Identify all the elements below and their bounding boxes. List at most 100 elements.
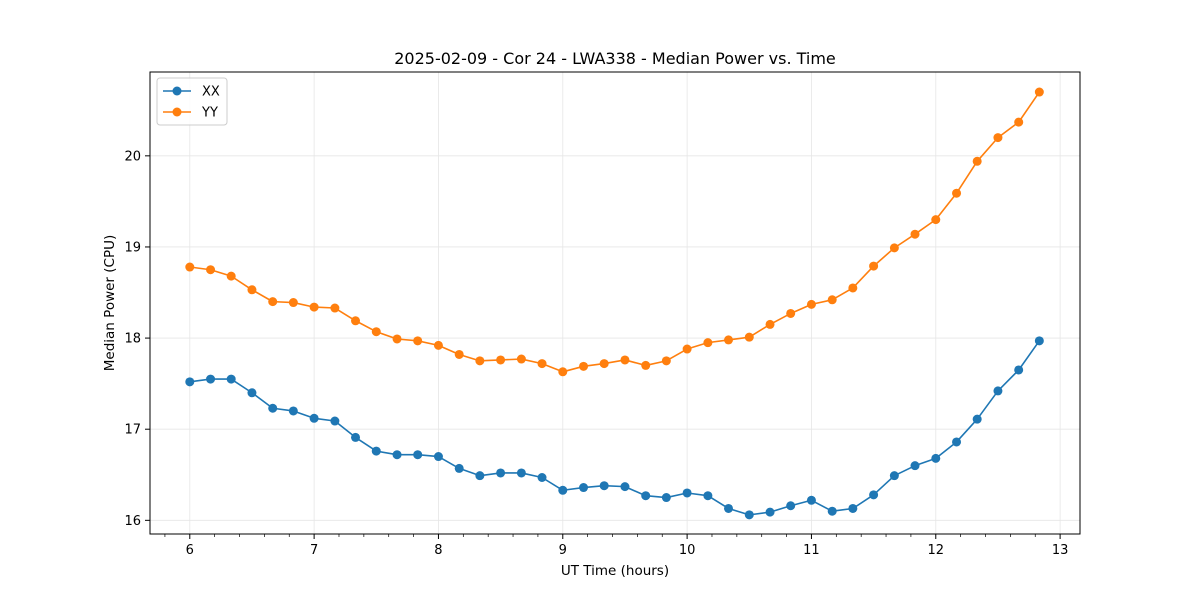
data-point-xx — [579, 483, 589, 493]
data-point-yy — [744, 332, 754, 342]
data-point-xx — [558, 485, 568, 495]
x-tick-label: 6 — [186, 543, 194, 558]
plot-frame — [149, 71, 1081, 535]
data-point-yy — [641, 360, 651, 370]
legend: XX YY — [156, 77, 228, 126]
data-point-yy — [972, 156, 982, 166]
data-point-yy — [1014, 117, 1024, 127]
data-point-xx — [889, 471, 899, 481]
data-point-xx — [993, 386, 1003, 396]
data-point-yy — [206, 265, 216, 275]
data-point-xx — [537, 473, 547, 482]
data-point-xx — [371, 446, 381, 456]
data-point-yy — [952, 188, 962, 198]
x-tick-label: 11 — [803, 543, 820, 558]
series-layer — [185, 87, 1044, 520]
y-tick-label: 19 — [124, 240, 141, 255]
series-yy — [185, 87, 1044, 377]
data-point-xx — [848, 503, 858, 513]
data-point-xx — [806, 495, 816, 505]
data-point-yy — [413, 336, 423, 346]
data-point-yy — [371, 327, 381, 337]
legend-label-xx: XX — [202, 85, 220, 100]
data-point-yy — [910, 229, 920, 239]
data-point-xx — [454, 463, 464, 473]
data-point-xx — [516, 468, 526, 478]
x-tick-label: 10 — [679, 543, 696, 558]
data-point-yy — [993, 133, 1003, 143]
data-point-yy — [724, 335, 734, 345]
data-point-xx — [952, 437, 962, 447]
data-point-xx — [247, 388, 257, 398]
data-point-yy — [889, 243, 899, 253]
y-axis-label: Median Power (CPU) — [102, 235, 118, 371]
x-tick-label: 7 — [310, 543, 318, 558]
data-point-xx — [330, 416, 340, 426]
data-point-xx — [599, 481, 609, 491]
chart-title: 2025-02-09 - Cor 24 - LWA338 - Median Po… — [394, 49, 836, 68]
data-point-yy — [454, 349, 464, 359]
data-point-xx — [268, 403, 278, 413]
data-point-yy — [309, 302, 319, 312]
data-point-yy — [931, 215, 941, 225]
data-point-yy — [661, 356, 671, 366]
data-point-xx — [641, 491, 651, 501]
y-tick-label: 20 — [124, 149, 141, 164]
data-point-xx — [226, 374, 236, 384]
data-point-yy — [682, 344, 692, 354]
x-tick-label: 13 — [1052, 543, 1069, 558]
data-point-xx — [185, 377, 195, 387]
y-tick-label: 16 — [124, 514, 141, 529]
data-point-xx — [1034, 336, 1044, 346]
data-point-yy — [392, 334, 402, 344]
data-point-yy — [579, 361, 589, 371]
data-point-xx — [309, 413, 319, 423]
data-point-xx — [724, 503, 734, 513]
data-point-xx — [620, 482, 630, 492]
data-point-xx — [703, 491, 713, 501]
data-point-xx — [910, 461, 920, 471]
y-tick-label: 18 — [124, 332, 141, 347]
grid — [150, 72, 1080, 534]
data-point-xx — [661, 493, 671, 503]
data-point-xx — [475, 471, 485, 481]
data-point-xx — [931, 453, 941, 463]
data-point-yy — [268, 297, 278, 307]
data-point-yy — [786, 308, 796, 318]
y-axis-ticks: 16 17 18 19 20 — [124, 149, 150, 529]
series-xx — [185, 336, 1044, 520]
legend-marker-yy — [172, 107, 182, 117]
x-axis-ticks: 6 7 8 9 10 11 12 13 — [164, 534, 1069, 558]
data-point-yy — [288, 298, 298, 308]
x-axis-label: UT Time (hours) — [561, 563, 669, 579]
data-point-xx — [765, 507, 775, 517]
data-point-yy — [620, 355, 630, 365]
data-point-xx — [744, 510, 754, 520]
data-point-xx — [392, 450, 402, 460]
data-point-xx — [351, 432, 361, 442]
data-point-yy — [351, 316, 361, 326]
data-point-yy — [827, 295, 837, 305]
data-point-yy — [226, 271, 236, 281]
data-point-xx — [433, 452, 443, 462]
data-point-xx — [413, 450, 423, 460]
data-point-yy — [247, 285, 257, 295]
data-point-xx — [1014, 365, 1024, 375]
y-tick-label: 17 — [124, 423, 141, 438]
legend-label-yy: YY — [201, 106, 218, 121]
data-point-yy — [806, 299, 816, 309]
data-point-yy — [558, 367, 568, 377]
data-point-yy — [185, 262, 195, 272]
x-tick-label: 8 — [434, 543, 442, 558]
data-point-yy — [475, 356, 485, 366]
data-point-yy — [516, 354, 526, 364]
x-tick-label: 9 — [559, 543, 567, 558]
data-point-xx — [682, 488, 692, 498]
data-point-yy — [703, 338, 713, 348]
data-point-xx — [496, 468, 506, 478]
data-point-xx — [869, 490, 879, 500]
data-point-yy — [1034, 87, 1044, 97]
data-point-xx — [972, 414, 982, 424]
data-point-yy — [330, 303, 340, 313]
